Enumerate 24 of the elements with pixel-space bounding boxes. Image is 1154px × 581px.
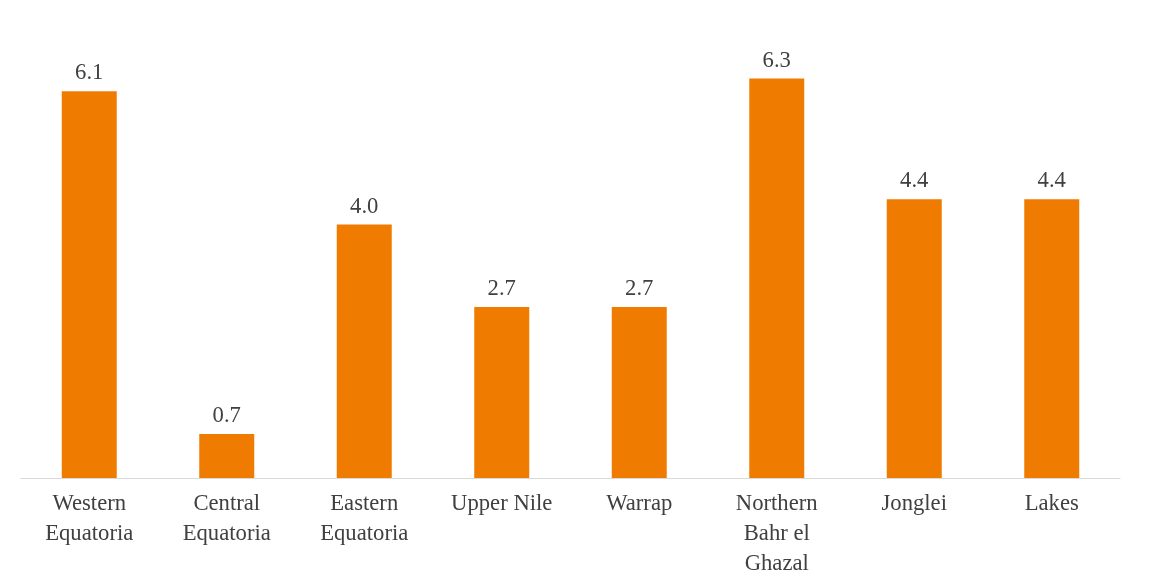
bar — [611, 307, 667, 479]
x-tick-label: Eastern Equatoria — [320, 489, 409, 545]
bar — [199, 434, 255, 479]
data-label: 6.1 — [75, 59, 104, 85]
x-tick-label: Central Equatoria — [182, 489, 271, 545]
bar — [886, 199, 942, 479]
bar — [1024, 199, 1080, 479]
x-tick-label: Upper Nile — [451, 489, 553, 515]
x-tick-label: Lakes — [1024, 489, 1079, 515]
data-label: 6.3 — [762, 46, 791, 72]
bar — [474, 307, 530, 479]
data-label: 2.7 — [487, 275, 516, 301]
bar — [336, 224, 392, 479]
data-label: 0.7 — [212, 402, 241, 428]
x-tick-label: Northern Bahr el Ghazal — [735, 489, 818, 575]
data-label: 4.4 — [1037, 167, 1066, 193]
bar — [61, 91, 117, 479]
bar — [749, 78, 805, 479]
data-label: 2.7 — [625, 275, 654, 301]
data-label: 4.0 — [350, 192, 379, 218]
x-tick-label: Warrap — [606, 489, 673, 515]
x-tick-label: Jonglei — [881, 489, 947, 515]
x-tick-label: Western Equatoria — [45, 489, 134, 545]
data-label: 4.4 — [900, 167, 929, 193]
